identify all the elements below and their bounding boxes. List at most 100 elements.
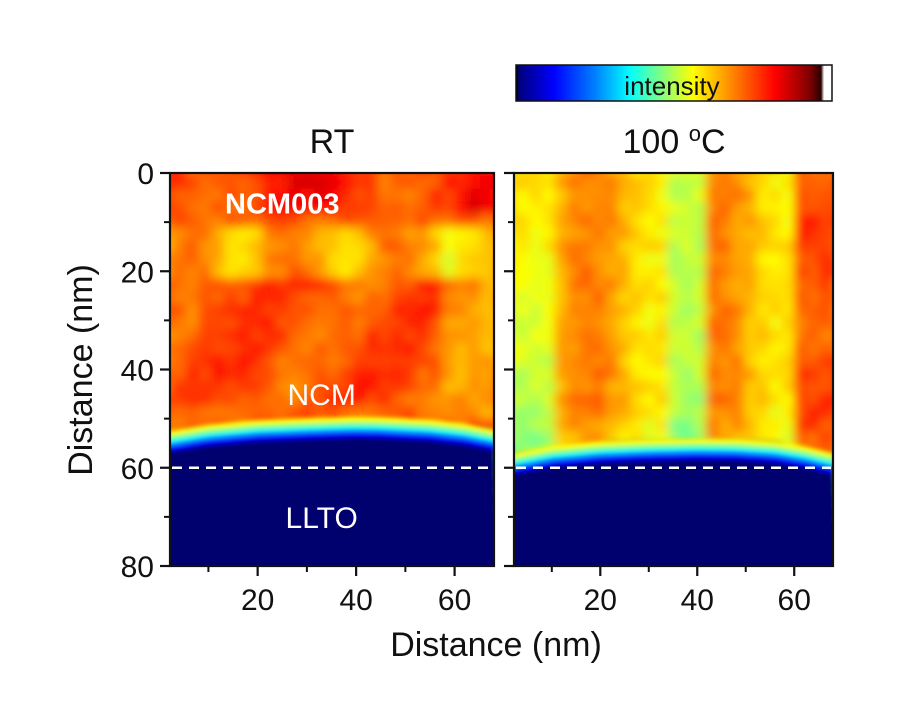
heatmap-cell [542,431,557,446]
heatmap-cell [579,265,595,280]
heatmap-cell [326,265,341,280]
heatmap-cell [249,316,265,331]
heatmap-cell [769,341,784,357]
heatmap-cell [514,278,519,293]
heatmap-cell [516,316,532,331]
heatmap-cell [579,252,595,267]
heatmap-cell [185,290,201,306]
heatmap-cell [352,278,367,293]
heatmap-cell [198,341,213,357]
heatmap-cell [743,278,758,293]
heatmap-cell [680,303,695,318]
heatmap-cell [642,227,658,242]
heatmap-cell [605,393,620,408]
heatmap-cell [454,354,469,370]
heatmap-cell [326,405,341,421]
heatmap-cell [390,252,405,267]
heatmap-cell [668,367,683,382]
heatmap-cell [224,214,239,229]
heatmap-cell [756,405,771,421]
heatmap-cell [493,201,494,216]
heatmap-cell [542,188,557,203]
heatmap-cell [731,329,746,344]
heatmap-cell [781,239,796,255]
heatmap-cell [262,278,277,293]
heatmap-cell [731,393,746,408]
heatmap-cell [185,239,201,255]
heatmap-cell [756,188,771,203]
heatmap-cell [185,367,201,382]
heatmap-cell [429,341,444,357]
heatmap-cell [262,175,277,191]
heatmap-cell [224,367,239,382]
heatmap-cell [567,405,582,421]
colorbar-gradient [515,64,833,102]
heatmap-cell [467,214,482,229]
heatmap-cell [326,341,341,357]
heatmap-cell [211,329,226,344]
heatmap-cell [542,214,557,229]
heatmap-cell [529,341,544,357]
heatmap-cell [416,252,431,267]
heatmap-cell [731,418,746,433]
heatmap-cell [467,405,482,421]
heatmap-cell [467,278,482,293]
heatmap-cell [680,341,695,357]
heatmap-cell [224,290,239,306]
heatmap-cell [236,354,252,370]
heatmap-cell [262,303,277,318]
heatmap-cell [480,367,494,382]
heatmap-cell [832,290,833,306]
heatmap-cell [668,278,683,293]
heatmap-cell [514,239,519,255]
heatmap-cell [806,316,821,331]
heatmap-cell [605,290,620,306]
heatmap-cell [605,329,620,344]
transition-band [170,416,494,566]
heatmap-cell [642,303,658,318]
heatmap-cell [429,265,444,280]
heatmap-cell [313,214,329,229]
heatmap-cell [819,431,833,446]
heatmap-cell [630,380,645,395]
heatmap-cell [377,239,393,255]
heatmap-cell [313,393,329,408]
heatmap-cell [554,341,569,357]
heatmap-cell [542,393,557,408]
heatmap-cell [198,380,213,395]
heatmap-cell [756,175,771,191]
heatmap-cell [211,405,226,421]
heatmap-cell [567,188,582,203]
heatmap-cell [339,252,354,267]
heatmap-cell [172,380,188,395]
heatmap-cell [731,214,746,229]
colorbar-label: intensity [624,71,719,101]
heatmap-cell [819,239,833,255]
heatmap-cell [172,303,188,318]
panel-title-100c: 100 oC [623,121,726,161]
heatmap-cell [542,303,557,318]
heatmap-cell [416,380,431,395]
heatmap-cell [819,303,833,318]
heatmap-cell [300,175,316,191]
heatmap-cell [416,354,431,370]
heatmap-cell [429,316,444,331]
heatmap-cell [224,239,239,255]
heatmap-cell [718,227,733,242]
heatmap-cell [756,303,771,318]
heatmap-cell [467,341,482,357]
heatmap-cell [705,380,721,395]
heatmap-cell [655,393,670,408]
heatmap-cell [288,393,303,408]
heatmap-cell [668,405,683,421]
heatmap-cell [185,201,201,216]
heatmap-cell [617,329,632,344]
heatmap-cell [567,265,582,280]
heatmap-cell [416,201,431,216]
heatmap-cell [743,393,758,408]
heatmap-cell [249,278,265,293]
heatmap-cell [326,188,341,203]
heatmap-cell [743,405,758,421]
heatmap-cell [198,188,213,203]
heatmap-cell [705,329,721,344]
